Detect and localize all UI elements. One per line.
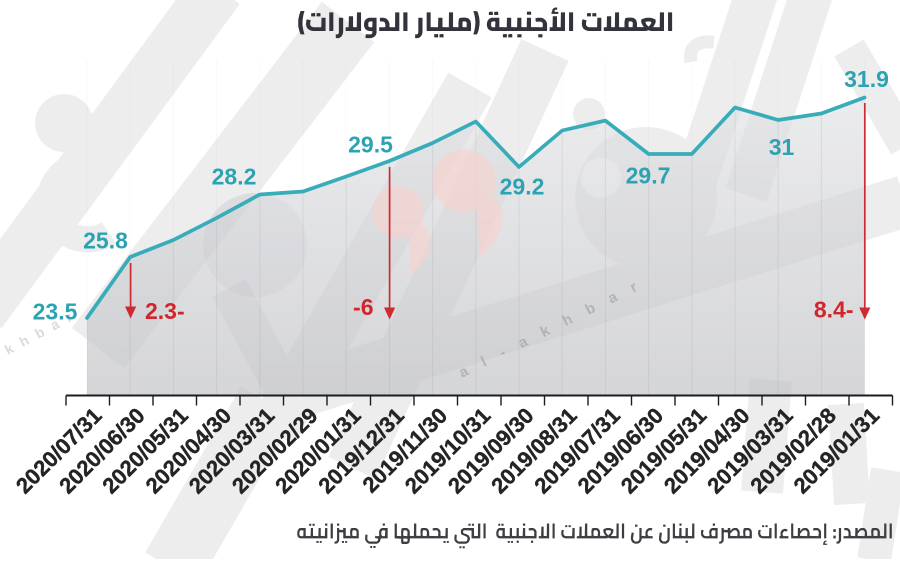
- svg-text:-6: -6: [353, 294, 373, 320]
- svg-text:23.5: 23.5: [33, 299, 78, 325]
- svg-text:28.2: 28.2: [212, 164, 257, 190]
- svg-text:29.5: 29.5: [348, 132, 393, 158]
- svg-text:25.8: 25.8: [83, 228, 128, 254]
- svg-text:31: 31: [769, 134, 795, 160]
- svg-text:29.7: 29.7: [626, 163, 671, 189]
- svg-text:29.2: 29.2: [500, 174, 545, 200]
- svg-text:2.3-: 2.3-: [145, 298, 185, 324]
- svg-text:8.4-: 8.4-: [814, 297, 854, 323]
- svg-text:31.9: 31.9: [844, 66, 889, 92]
